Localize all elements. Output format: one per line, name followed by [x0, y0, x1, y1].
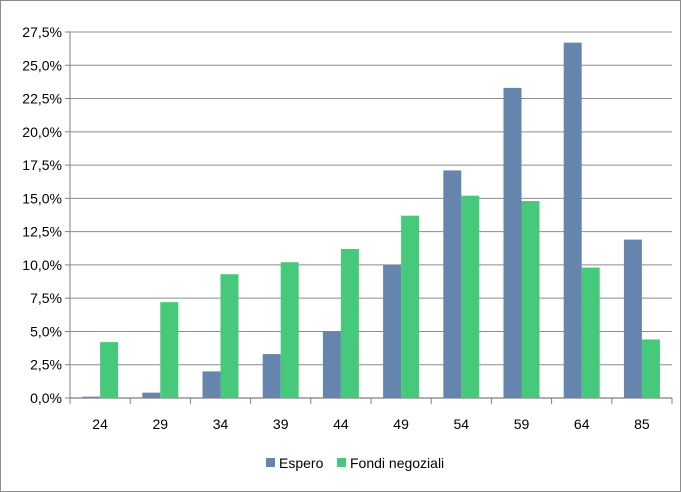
bar-espero — [383, 264, 402, 398]
y-tick-label: 2,5% — [30, 357, 62, 373]
x-tick-label: 24 — [92, 416, 108, 432]
y-tick-label: 0,0% — [30, 390, 62, 406]
bar-fondi-negoziali — [280, 262, 299, 398]
bar-fondi-negoziali — [160, 302, 179, 398]
bar-fondi-negoziali — [220, 274, 239, 398]
bar-espero — [142, 392, 161, 398]
x-tick-label: 85 — [634, 416, 650, 432]
y-tick-label: 12,5% — [22, 224, 62, 240]
bar-espero — [563, 42, 582, 398]
bar-espero — [503, 87, 522, 398]
y-tick-label: 15,0% — [22, 190, 62, 206]
bar-espero — [623, 239, 642, 398]
x-tick-label: 64 — [574, 416, 590, 432]
legend-swatch — [266, 458, 275, 467]
legend-swatch — [337, 458, 346, 467]
y-tick-label: 22,5% — [22, 91, 62, 107]
legend-label: Espero — [279, 455, 324, 471]
y-tick-label: 25,0% — [22, 57, 62, 73]
y-tick-label: 10,0% — [22, 257, 62, 273]
bar-fondi-negoziali — [100, 342, 119, 398]
bar-espero — [82, 396, 101, 398]
x-tick-label: 59 — [514, 416, 530, 432]
x-tick-label: 39 — [273, 416, 289, 432]
bar-espero — [322, 331, 341, 398]
x-tick-label: 44 — [333, 416, 349, 432]
x-tick-label: 54 — [454, 416, 470, 432]
legend-label: Fondi negoziali — [350, 455, 444, 471]
bar-fondi-negoziali — [340, 248, 359, 398]
bar-fondi-negoziali — [401, 215, 420, 398]
y-tick-label: 17,5% — [22, 157, 62, 173]
bar-fondi-negoziali — [461, 195, 480, 398]
x-tick-label: 49 — [393, 416, 409, 432]
y-tick-label: 20,0% — [22, 124, 62, 140]
bar-espero — [443, 170, 462, 398]
bar-espero — [262, 354, 281, 398]
bar-espero — [202, 371, 221, 398]
x-tick-label: 34 — [213, 416, 229, 432]
bar-fondi-negoziali — [641, 339, 660, 398]
y-tick-label: 5,0% — [30, 323, 62, 339]
y-tick-label: 7,5% — [30, 290, 62, 306]
x-tick-label: 29 — [153, 416, 169, 432]
bar-fondi-negoziali — [521, 201, 540, 398]
y-tick-label: 27,5% — [22, 24, 62, 40]
bar-fondi-negoziali — [581, 267, 600, 398]
